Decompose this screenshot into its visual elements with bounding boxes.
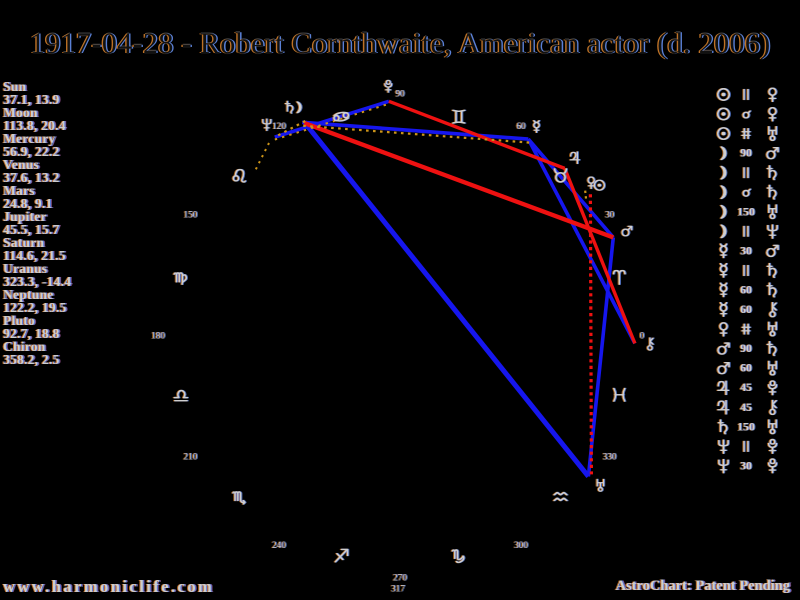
svg-text:30: 30 xyxy=(605,211,615,221)
svg-text:30: 30 xyxy=(740,458,752,472)
svg-text:120: 120 xyxy=(272,122,286,132)
svg-text:150: 150 xyxy=(183,211,197,221)
svg-text:330: 330 xyxy=(603,453,617,463)
svg-text:300: 300 xyxy=(514,541,528,551)
svg-text:150: 150 xyxy=(737,419,755,433)
svg-text:240: 240 xyxy=(272,541,286,551)
svg-text:0: 0 xyxy=(640,332,645,342)
svg-text:210: 210 xyxy=(183,453,197,463)
svg-text:60: 60 xyxy=(740,361,752,375)
svg-text:45: 45 xyxy=(740,380,752,394)
svg-text:45: 45 xyxy=(740,400,752,414)
svg-text:60: 60 xyxy=(740,302,752,316)
svg-text:180: 180 xyxy=(151,332,165,342)
svg-text:90: 90 xyxy=(740,146,752,160)
svg-text:90: 90 xyxy=(740,341,752,355)
svg-text:317: 317 xyxy=(391,585,405,595)
svg-text:270: 270 xyxy=(393,574,407,584)
svg-text:150: 150 xyxy=(737,204,755,218)
svg-text:30: 30 xyxy=(740,243,752,257)
svg-text:60: 60 xyxy=(516,122,526,132)
svg-text:60: 60 xyxy=(740,283,752,297)
svg-text:90: 90 xyxy=(395,90,405,100)
